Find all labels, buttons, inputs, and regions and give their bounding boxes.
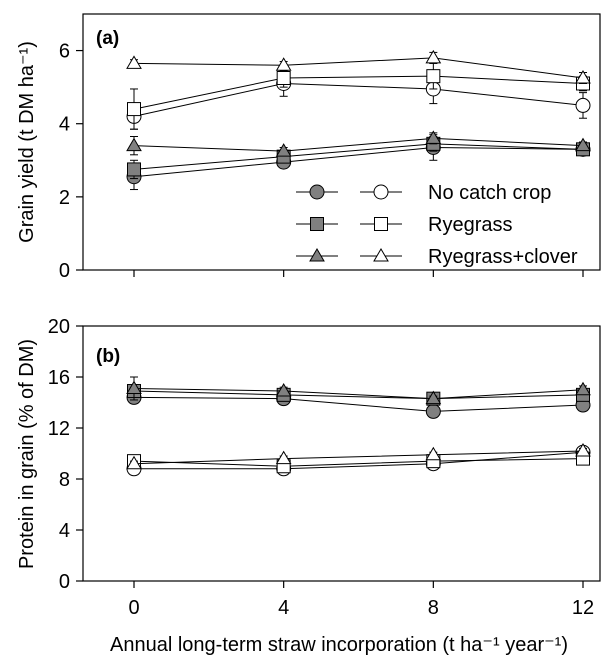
y-tick-label: 2	[59, 187, 70, 209]
series-line-circle-filled	[133, 396, 584, 412]
data-point-square	[127, 162, 141, 177]
y-tick-label: 12	[48, 418, 70, 440]
data-point-triangle	[126, 137, 142, 152]
panel-b: (b) Protein in grain (% of DM) 0 4 8 12 16 20…	[16, 316, 601, 619]
series-line-square-filled	[133, 143, 584, 170]
legend-entry-ryegrass: Ryegrass	[296, 214, 512, 236]
y-tick-label: 8	[59, 469, 70, 491]
panel-a-frame	[82, 13, 601, 271]
y-tick-label: 0	[59, 571, 70, 593]
data-point-triangle	[425, 130, 442, 144]
data-point-triangle	[425, 390, 442, 405]
data-point-square	[276, 71, 291, 85]
series-line-triangle-filled	[133, 137, 584, 152]
data-point-triangle	[275, 450, 292, 465]
x-tick-label: 8	[428, 597, 439, 619]
data-point-triangle	[275, 57, 292, 71]
panel-a-series	[126, 49, 591, 191]
data-point-triangle	[575, 70, 591, 84]
y-tick-label: 6	[59, 41, 70, 63]
series-line-square-open	[133, 458, 584, 467]
data-point-circle	[425, 403, 441, 419]
x-tick-label: 4	[278, 597, 289, 619]
series-line-triangle-open	[133, 57, 584, 79]
panel-a-ylabel: Grain yield (t DM ha⁻¹)	[16, 41, 38, 243]
legend-label-ryegrass: Ryegrass	[428, 214, 512, 236]
legend-marker-filled-triangle	[309, 248, 325, 262]
x-tick-label: 0	[128, 597, 139, 619]
legend-marker-open-triangle	[373, 248, 389, 262]
data-point-triangle	[575, 381, 591, 396]
data-point-square	[127, 102, 141, 117]
data-point-triangle	[126, 455, 142, 470]
series-line-circle-open	[134, 451, 584, 470]
legend-marker-filled-circle	[309, 184, 325, 200]
panel-b-label: (b)	[96, 346, 120, 367]
panel-b-frame	[82, 325, 601, 582]
panel-b-series	[126, 376, 591, 477]
legend-entry-no-catch-crop: No catch crop	[296, 182, 551, 204]
legend-label-no-catch-crop: No catch crop	[428, 182, 551, 204]
panel-b-xticks: 0 4 8 12	[128, 581, 594, 619]
y-tick-label: 16	[48, 367, 70, 389]
legend-marker-open-square	[374, 217, 388, 231]
panel-a: (a) Grain yield (t DM ha⁻¹) 0 2 4 6 No catc…	[16, 13, 601, 282]
data-point-triangle	[575, 137, 591, 152]
panel-a-label: (a)	[96, 28, 119, 49]
series-line-triangle-open	[133, 450, 584, 465]
legend-entry-ryegrass-clover: Ryegrass+clover	[296, 246, 578, 268]
series-line-square-filled	[133, 390, 584, 400]
data-point-triangle	[275, 143, 292, 157]
panel-b-ylabel: Protein in grain (% of DM)	[16, 339, 38, 569]
series-line-triangle-filled	[133, 387, 584, 400]
data-point-triangle	[126, 380, 142, 394]
panel-b-yticks: 0 4 8 12 16 20	[48, 316, 83, 593]
y-tick-label: 4	[59, 520, 70, 542]
data-point-triangle	[575, 442, 591, 457]
data-point-square	[426, 69, 441, 84]
legend-marker-filled-square	[310, 217, 324, 231]
data-point-circle	[575, 97, 591, 113]
series-line-square-open	[133, 75, 584, 110]
y-tick-label: 20	[48, 316, 70, 338]
data-point-triangle	[425, 446, 442, 461]
data-point-triangle	[425, 49, 442, 64]
data-point-triangle	[126, 55, 142, 69]
series-line-circle-open	[133, 82, 584, 117]
legend: No catch crop Ryegrass Ryegrass+clover	[296, 182, 578, 268]
legend-marker-open-circle	[373, 184, 389, 200]
legend-label-ryegrass-clover: Ryegrass+clover	[428, 246, 578, 268]
series-line-circle-filled	[133, 146, 584, 178]
data-point-triangle	[275, 383, 292, 397]
y-tick-label: 4	[59, 114, 70, 136]
panel-a-yticks: 0 2 4 6	[59, 41, 584, 282]
x-tick-label: 12	[572, 597, 594, 619]
x-axis-label: Annual long-term straw incorporation (t …	[110, 634, 568, 656]
y-tick-label: 0	[59, 260, 70, 282]
